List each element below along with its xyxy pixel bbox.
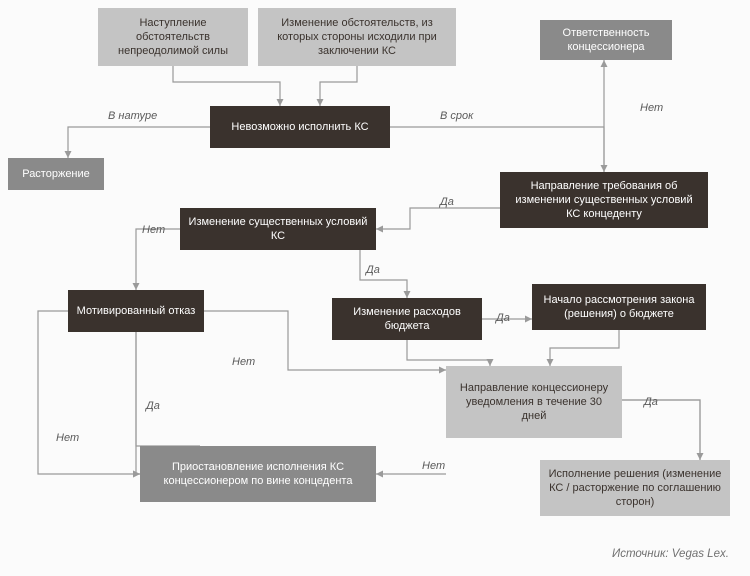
node-send-demand: Направление требования об изменении суще… xyxy=(500,172,708,228)
edge-label-no-1: Нет xyxy=(640,102,663,114)
edge-label-no-2: Нет xyxy=(142,224,165,236)
node-impossible-exec: Невозможно исполнить КС xyxy=(210,106,390,148)
source-note: Источник: Vegas Lex. xyxy=(612,548,729,560)
edge-label-yes-1: Да xyxy=(440,196,454,208)
edge-label-no-5: Нет xyxy=(422,460,445,472)
edge-label-yes-3: Да xyxy=(146,400,160,412)
node-concessionaire-liab: Ответственность концессионера xyxy=(540,20,672,60)
node-notify-30days: Направление концессионеру уведомления в … xyxy=(446,366,622,438)
node-budget-change: Изменение расходов бюджета xyxy=(332,298,482,340)
node-law-review-start: Начало рассмотрения закона (решения) о б… xyxy=(532,284,706,330)
edge-label-yes-5: Да xyxy=(644,396,658,408)
node-circumstances-change: Изменение обстоятельств, из которых стор… xyxy=(258,8,456,66)
node-force-majeure: Наступление обстоятельств непреодолимой … xyxy=(98,8,248,66)
node-change-conditions: Изменение существенных условий КС xyxy=(180,208,376,250)
node-motivated-refusal: Мотивированный отказ xyxy=(68,290,204,332)
edge-label-on-time: В срок xyxy=(440,110,473,122)
edge-label-in-kind: В натуре xyxy=(108,110,157,122)
node-execute-decision: Исполнение решения (изменение КС / расто… xyxy=(540,460,730,516)
node-suspension: Приостановление исполнения КС концессион… xyxy=(140,446,376,502)
edge-label-yes-2: Да xyxy=(366,264,380,276)
edge-label-yes-4: Да xyxy=(496,312,510,324)
edge-label-no-4: Нет xyxy=(56,432,79,444)
node-termination: Расторжение xyxy=(8,158,104,190)
edge-label-no-3: Нет xyxy=(232,356,255,368)
